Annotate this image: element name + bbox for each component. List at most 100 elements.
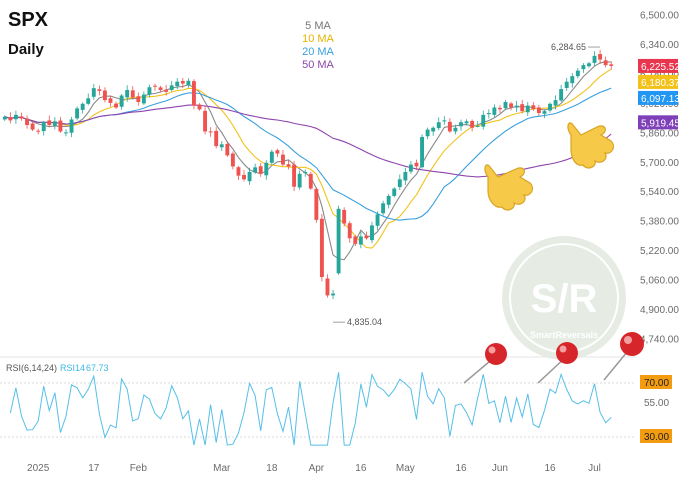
candle-body [75,108,80,119]
price-tick-label: 5,860.00 [640,128,679,139]
time-tick-label: 18 [266,463,278,474]
legend-20ma: 20 MA [302,46,334,58]
pointing-hand-icon [484,164,534,211]
rsi-70-text: 70.00 [644,378,669,389]
candle-body [581,65,586,70]
candle-body [208,131,213,133]
candle-body [69,119,74,133]
candle-body [536,107,541,114]
candle-body [136,96,141,102]
time-tick-label: 16 [455,463,467,474]
candle-body [531,105,536,110]
candle-body [86,98,91,104]
ma-legend: 5 MA 10 MA 20 MA 50 MA [302,20,334,71]
candle-body [158,87,163,90]
candle-body [230,153,235,167]
candle-body [203,110,208,132]
candle-body [331,293,335,296]
candle-body [475,125,480,127]
candle-body [64,132,68,134]
low-label: 4,835.04 [347,317,382,327]
candle-body [609,64,614,66]
candle-body [114,103,119,108]
candle-body [281,154,285,165]
rsi-value: 67.73 [86,363,109,373]
candle-body [2,116,7,120]
candle-body [275,150,280,154]
rsi-30-text: 30.00 [644,432,669,443]
high-label: 6,284.65 [551,42,586,52]
candle-body [219,144,224,148]
rsi-30-badge [640,429,672,443]
rsi-70-badge [640,375,672,389]
price-labels: 6,225.52 6,180.37 6,097.13 5,919.45 [638,58,680,130]
candle-body [197,104,202,110]
time-tick-label: Apr [309,463,325,474]
candle-body [303,171,308,174]
candle-body [353,236,358,244]
price-tick-label: 6,500.00 [640,10,679,21]
price-tick-label: 4,900.00 [640,305,679,316]
candle-body [453,127,458,132]
time-axis: 2025 17 Feb Mar 18 Apr 16 May 16 Jun 16 Jul [27,463,601,474]
candle-body [325,278,330,296]
candle-body [564,81,569,88]
pin-icon [603,332,644,381]
low-annotation: 4,835.04 [333,317,382,327]
candle-body [91,88,96,97]
candle-body [253,167,258,173]
legend-5ma: 5 MA [305,20,331,32]
price-tick-label: 5,220.00 [640,246,679,257]
candle-body [175,81,180,87]
candle-body [548,103,552,111]
candle-body [381,203,386,214]
time-tick-label: May [396,463,415,474]
candle-body [570,76,575,84]
candle-body [153,85,157,87]
candle-body [525,105,530,113]
candle-body [486,113,491,115]
time-tick-label: Feb [130,463,148,474]
candle-body [52,121,57,126]
candle-body [336,208,341,274]
candle-body [30,123,35,130]
pin-icon [537,342,578,384]
pointing-hand-icon [567,122,615,169]
candle-body [225,143,230,156]
candle-body [392,188,397,196]
candle-body [47,120,52,125]
candle-body [436,122,441,129]
candle-body [447,121,452,132]
candle-body [19,116,24,119]
rsi-label: RSI(6,14,24) [6,363,57,373]
candle-body [119,95,124,107]
candle-body [80,103,85,110]
candle-body [169,85,174,90]
candle-body [364,235,369,239]
price-tick-label: 5,540.00 [640,187,679,198]
time-tick-label: Jul [588,463,601,474]
candle-body [408,164,413,172]
price-tick-label: 5,380.00 [640,217,679,228]
price-label-badge [638,58,678,73]
candle-body [509,103,514,108]
candle-body [314,188,319,220]
candle-body [25,118,29,125]
candle-body [442,120,447,122]
candle-body [575,70,580,77]
candle-body [503,101,508,109]
candle-body [342,209,347,224]
candle-body [125,89,130,98]
candle-body [358,236,363,245]
candle-body [269,151,274,163]
candle-body [425,129,430,137]
candle-body [414,162,419,167]
candle-body [603,60,608,66]
candle-body [214,130,219,147]
candle-body [41,122,46,132]
candle-body [587,63,591,67]
candle-body [186,80,191,86]
chart-subtitle: Daily [8,41,45,58]
price-tick-label: 5,060.00 [640,276,679,287]
